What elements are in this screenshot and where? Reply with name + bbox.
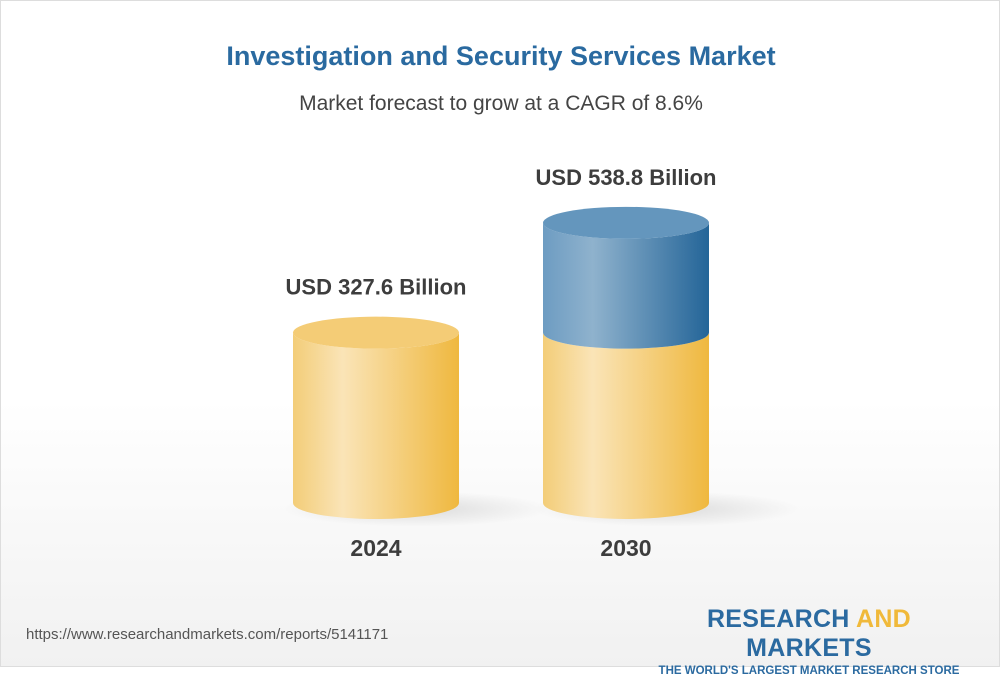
bar-top-2024 xyxy=(293,316,459,349)
x-tick-2030: 2030 xyxy=(600,535,651,561)
chart-subtitle: Market forecast to grow at a CAGR of 8.6… xyxy=(299,92,703,115)
bar-base-2024 xyxy=(293,332,459,519)
source-url: https://www.researchandmarkets.com/repor… xyxy=(26,626,389,643)
logo-text-markets: MARKETS xyxy=(746,634,872,662)
bar-top-2030 xyxy=(543,206,709,239)
logo-text: RESEARCH xyxy=(706,605,856,633)
chart-title: Investigation and Security Services Mark… xyxy=(226,41,776,71)
research-and-markets-logo: RESEARCH AND MARKETS THE WORLD'S LARGEST… xyxy=(641,605,977,677)
data-label-2024: USD 327.6 Billion xyxy=(286,275,467,300)
logo-text-and: AND xyxy=(855,605,912,633)
data-label-2030: USD 538.8 Billion xyxy=(536,165,717,190)
x-tick-2024: 2024 xyxy=(350,535,401,561)
bar-growth-2030 xyxy=(543,222,709,349)
bar-base-2030 xyxy=(543,332,709,519)
